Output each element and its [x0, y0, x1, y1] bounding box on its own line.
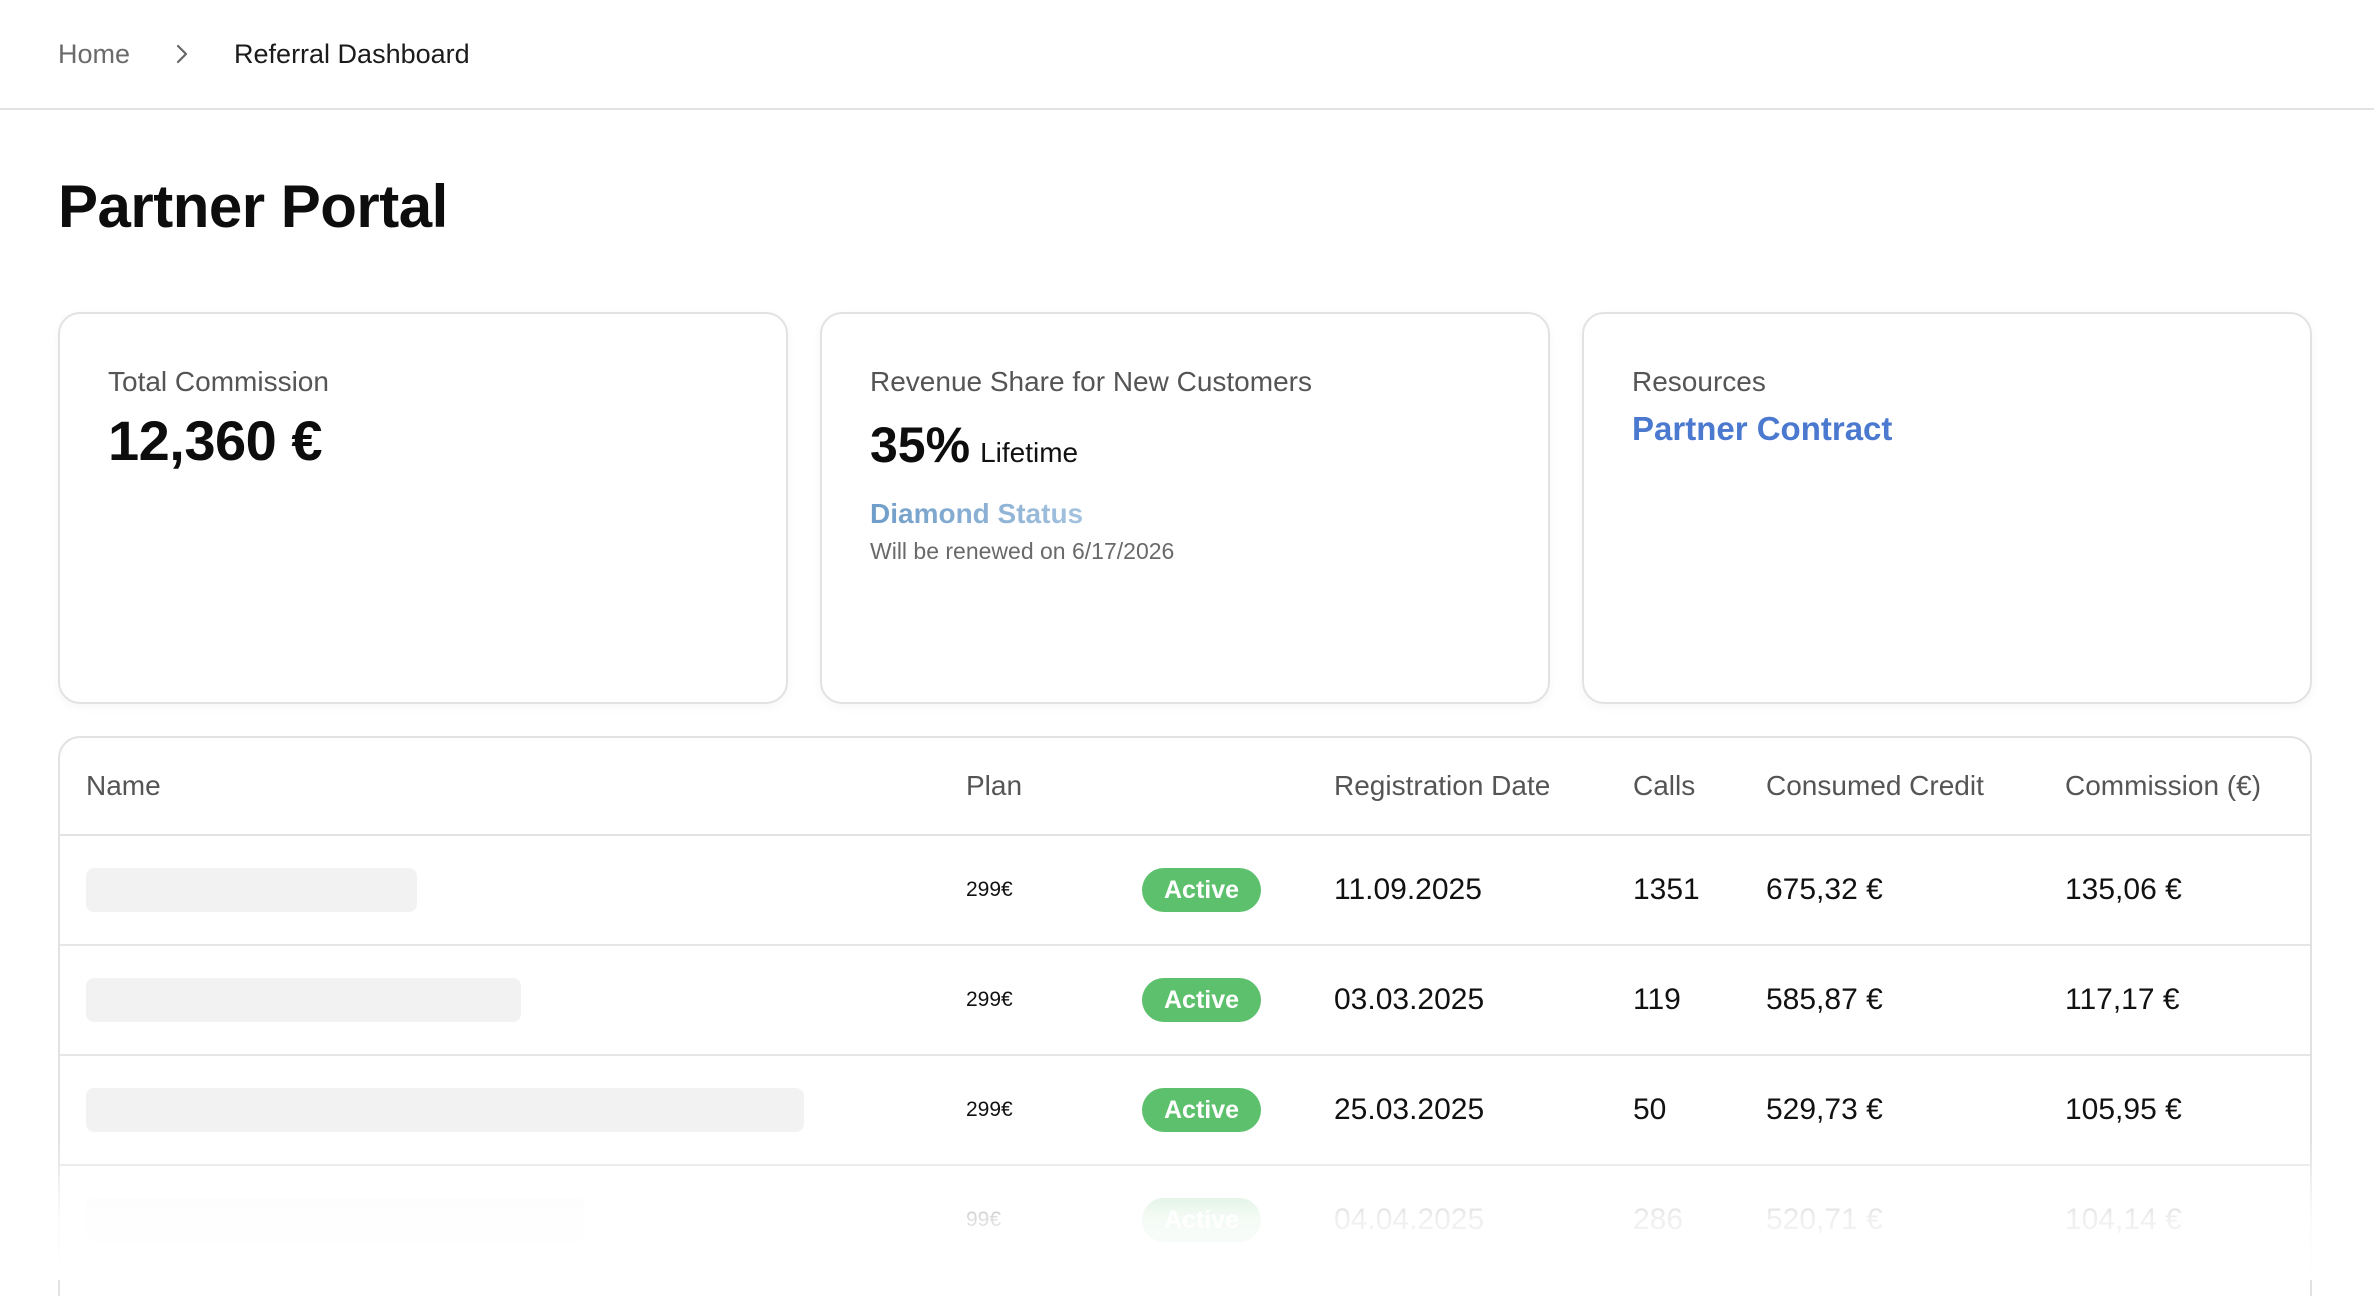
status-cell: Active — [1142, 1166, 1262, 1274]
commission-cell: 105,95 € — [2065, 1093, 2182, 1126]
table-row[interactable]: 299€ Active 25.03.2025 50 529,73 € 105,9… — [60, 1056, 2310, 1166]
status-cell: Active — [1142, 946, 1262, 1054]
plan-cell: 99€ — [966, 1208, 1002, 1231]
resources-label: Resources — [1632, 366, 1766, 397]
total-commission-value: 12,360 € — [108, 409, 322, 472]
column-header-registration-date[interactable]: Registration Date — [1334, 770, 1551, 801]
revenue-share-row: 35% Lifetime — [870, 416, 1500, 474]
column-header-commission[interactable]: Commission (€) — [2065, 770, 2262, 801]
redacted-name-placeholder — [86, 1198, 584, 1242]
revenue-share-percent: 35% — [870, 417, 971, 473]
chevron-right-icon — [162, 39, 202, 69]
registration-date-cell: 03.03.2025 — [1334, 983, 1485, 1016]
consumed-credit-cell: 675,32 € — [1766, 873, 1883, 906]
redacted-name-placeholder — [86, 1088, 804, 1132]
plan-cell: 299€ — [966, 1098, 1013, 1121]
resources-card: Resources Partner Contract — [1582, 312, 2312, 704]
breadcrumb-home[interactable]: Home — [58, 38, 131, 69]
status-cell: Active — [1142, 836, 1262, 944]
table-header: Name Plan Registration Date Calls Consum… — [60, 738, 2310, 836]
renewal-date-text: Will be renewed on 6/17/2026 — [870, 538, 1175, 564]
table-row[interactable]: 299€ Active 03.03.2025 119 585,87 € 117,… — [60, 946, 2310, 1056]
total-commission-card: Total Commission 12,360 € — [58, 312, 788, 704]
referrals-table: Name Plan Registration Date Calls Consum… — [58, 736, 2312, 1296]
column-header-calls[interactable]: Calls — [1633, 770, 1696, 801]
name-cell-redacted — [86, 836, 417, 944]
name-cell-redacted — [86, 946, 521, 1054]
plan-cell: 299€ — [966, 878, 1013, 901]
consumed-credit-cell: 585,87 € — [1766, 983, 1883, 1016]
name-cell-redacted — [86, 1056, 804, 1164]
calls-cell: 119 — [1633, 983, 1681, 1016]
status-cell: Active — [1142, 1056, 1262, 1164]
calls-cell: 50 — [1633, 1093, 1667, 1126]
page-title: Partner Portal — [58, 173, 448, 240]
redacted-name-placeholder — [86, 978, 521, 1022]
registration-date-cell: 25.03.2025 — [1334, 1093, 1485, 1126]
table-row[interactable]: 99€ Active 04.04.2025 286 520,71 € 104,1… — [60, 1166, 2310, 1276]
calls-cell: 1351 — [1633, 873, 1700, 906]
calls-cell: 286 — [1633, 1203, 1684, 1236]
revenue-share-card: Revenue Share for New Customers 35% Life… — [820, 312, 1550, 704]
registration-date-cell: 04.04.2025 — [1334, 1203, 1485, 1236]
column-header-name[interactable]: Name — [86, 770, 161, 801]
status-badge: Active — [1142, 1088, 1262, 1132]
partner-contract-link[interactable]: Partner Contract — [1632, 410, 1893, 447]
diamond-status-link[interactable]: Diamond Status — [870, 498, 1084, 529]
registration-date-cell: 11.09.2025 — [1334, 873, 1482, 906]
commission-cell: 135,06 € — [2065, 873, 2182, 906]
status-badge: Active — [1142, 868, 1262, 912]
status-badge: Active — [1142, 1198, 1262, 1242]
consumed-credit-cell: 529,73 € — [1766, 1093, 1883, 1126]
revenue-share-term: Lifetime — [980, 437, 1079, 468]
name-cell-redacted — [86, 1166, 584, 1274]
commission-cell: 104,14 € — [2065, 1203, 2182, 1236]
commission-cell: 117,17 € — [2065, 983, 2180, 1016]
breadcrumb-current: Referral Dashboard — [234, 38, 470, 69]
revenue-share-label: Revenue Share for New Customers — [870, 366, 1312, 397]
plan-cell: 299€ — [966, 988, 1013, 1011]
redacted-name-placeholder — [86, 868, 417, 912]
column-header-plan[interactable]: Plan — [966, 770, 1023, 801]
column-header-consumed-credit[interactable]: Consumed Credit — [1766, 770, 1984, 801]
table-row[interactable]: 299€ Active 11.09.2025 1351 675,32 € 135… — [60, 836, 2310, 946]
top-bar: Home Referral Dashboard — [0, 0, 2374, 110]
status-badge: Active — [1142, 978, 1262, 1022]
consumed-credit-cell: 520,71 € — [1766, 1203, 1883, 1236]
total-commission-label: Total Commission — [108, 366, 329, 397]
